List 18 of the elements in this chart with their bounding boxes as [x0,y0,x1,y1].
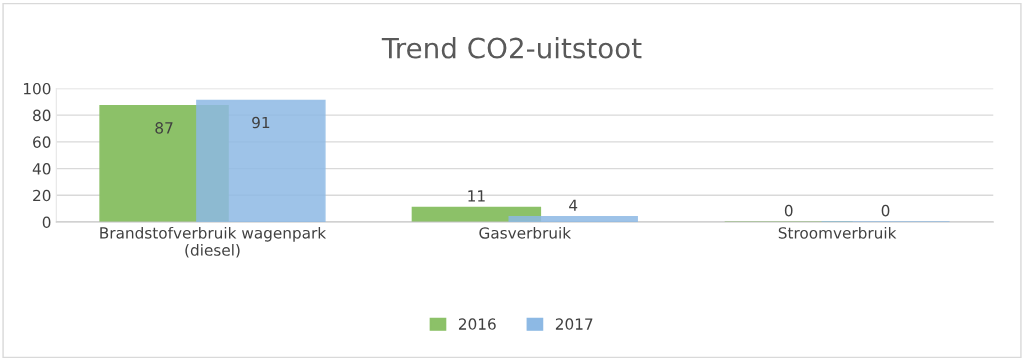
data-label: 87 [155,122,173,134]
legend-label: 2016 [458,318,496,330]
legend-label: 2017 [555,318,593,330]
data-label: 0 [784,204,793,217]
x-tick-label: Stroomverbruik [778,226,897,239]
data-label: 4 [569,199,578,211]
data-label: 11 [468,190,485,202]
y-tick-label: 0 [42,216,51,229]
y-tick-label: 80 [33,109,51,122]
x-tick-label: Gasverbruik [479,226,572,239]
data-label: 91 [252,116,270,129]
data-label: 0 [881,204,890,217]
chart-title: Trend CO2-uitstoot [381,37,642,59]
y-tick-label: 100 [23,82,51,95]
x-tick-label: Brandstofverbruik wagenpark (diesel) [100,226,327,258]
y-tick-label: 40 [32,163,51,175]
y-tick-label: 60 [33,136,51,148]
y-tick-label: 20 [33,189,51,202]
